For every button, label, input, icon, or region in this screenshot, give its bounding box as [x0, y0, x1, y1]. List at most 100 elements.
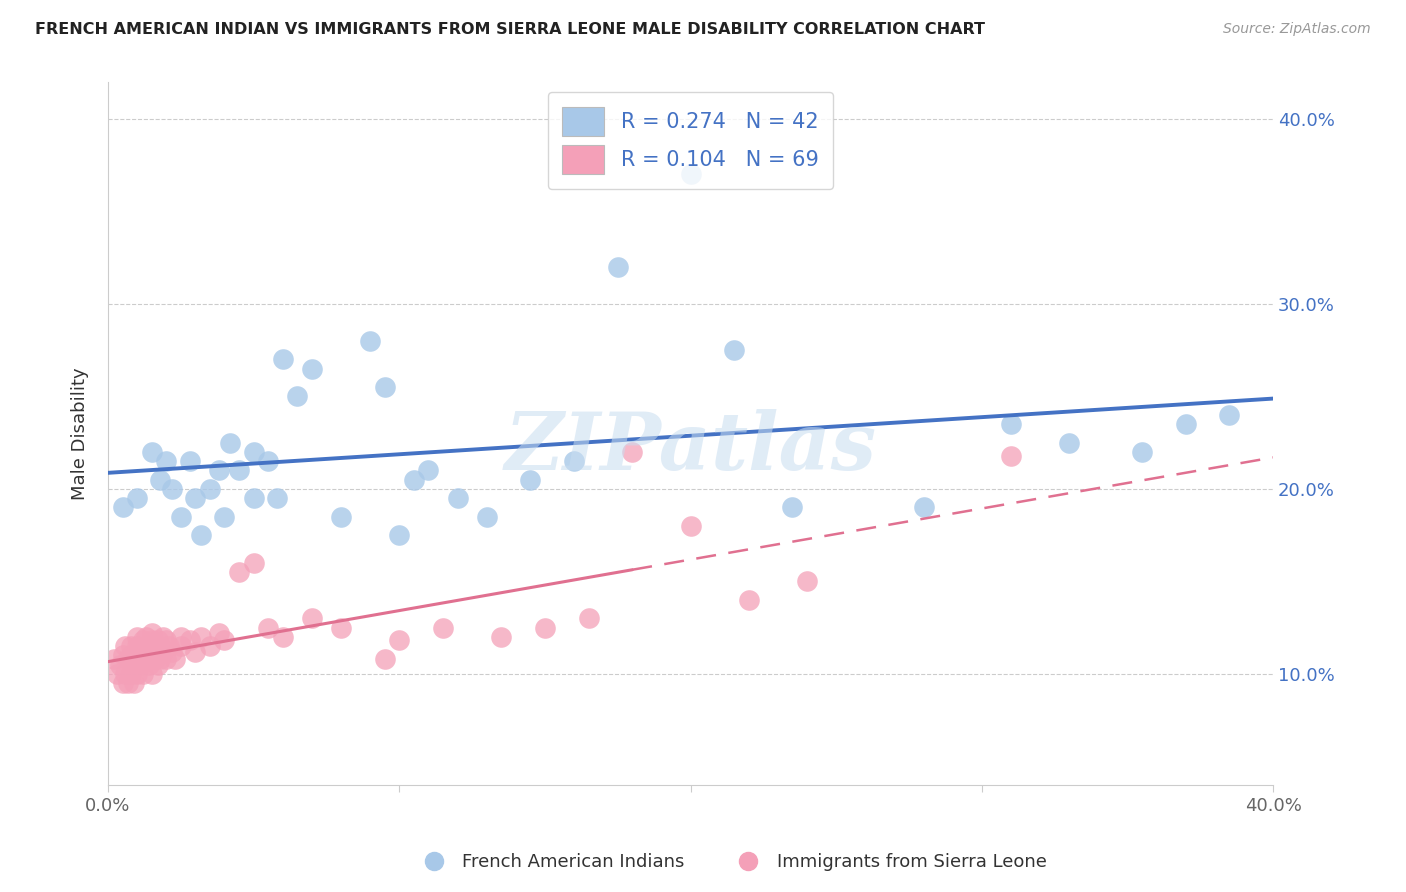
Point	[1174, 417, 1197, 431]
Point	[127, 630, 149, 644]
Point	[111, 648, 134, 663]
Point	[1057, 435, 1080, 450]
Point	[374, 652, 396, 666]
Point	[1000, 417, 1022, 431]
Point	[149, 473, 172, 487]
Text: FRENCH AMERICAN INDIAN VS IMMIGRANTS FROM SIERRA LEONE MALE DISABILITY CORRELATI: FRENCH AMERICAN INDIAN VS IMMIGRANTS FRO…	[35, 22, 986, 37]
Point	[796, 574, 818, 589]
Point	[271, 352, 294, 367]
Point	[432, 621, 454, 635]
Point	[117, 676, 139, 690]
Point	[117, 652, 139, 666]
Point	[359, 334, 381, 348]
Point	[141, 666, 163, 681]
Point	[135, 652, 157, 666]
Point	[402, 473, 425, 487]
Point	[679, 518, 702, 533]
Point	[163, 652, 186, 666]
Point	[120, 648, 142, 663]
Point	[257, 454, 280, 468]
Point	[1130, 445, 1153, 459]
Point	[122, 657, 145, 672]
Point	[152, 644, 174, 658]
Point	[149, 639, 172, 653]
Point	[160, 482, 183, 496]
Point	[301, 361, 323, 376]
Point	[170, 509, 193, 524]
Point	[132, 666, 155, 681]
Point	[219, 435, 242, 450]
Point	[330, 509, 353, 524]
Point	[301, 611, 323, 625]
Point	[266, 491, 288, 505]
Point	[228, 565, 250, 579]
Point	[132, 633, 155, 648]
Point	[129, 657, 152, 672]
Point	[122, 676, 145, 690]
Point	[214, 633, 236, 648]
Text: ZIPatlas: ZIPatlas	[505, 409, 876, 486]
Point	[208, 463, 231, 477]
Point	[242, 556, 264, 570]
Point	[135, 639, 157, 653]
Point	[330, 621, 353, 635]
Point	[184, 644, 207, 658]
Point	[146, 657, 169, 672]
Point	[578, 611, 600, 625]
Point	[141, 626, 163, 640]
Point	[388, 528, 411, 542]
Point	[475, 509, 498, 524]
Point	[738, 592, 761, 607]
Point	[129, 644, 152, 658]
Point	[170, 630, 193, 644]
Point	[1218, 408, 1240, 422]
Point	[111, 676, 134, 690]
Point	[141, 633, 163, 648]
Point	[257, 621, 280, 635]
Point	[103, 652, 125, 666]
Point	[152, 630, 174, 644]
Point	[228, 463, 250, 477]
Point	[388, 633, 411, 648]
Point	[155, 454, 177, 468]
Point	[285, 389, 308, 403]
Point	[120, 666, 142, 681]
Point	[170, 639, 193, 653]
Point	[127, 639, 149, 653]
Point	[143, 652, 166, 666]
Point	[149, 652, 172, 666]
Point	[114, 666, 136, 681]
Point	[138, 657, 160, 672]
Point	[534, 621, 557, 635]
Point	[606, 260, 628, 274]
Point	[135, 630, 157, 644]
Text: Source: ZipAtlas.com: Source: ZipAtlas.com	[1223, 22, 1371, 37]
Legend: French American Indians, Immigrants from Sierra Leone: French American Indians, Immigrants from…	[408, 847, 1054, 879]
Point	[105, 666, 128, 681]
Point	[146, 633, 169, 648]
Point	[127, 666, 149, 681]
Point	[160, 644, 183, 658]
Point	[418, 463, 440, 477]
Point	[120, 639, 142, 653]
Point	[271, 630, 294, 644]
Point	[214, 509, 236, 524]
Point	[141, 445, 163, 459]
Point	[679, 167, 702, 181]
Point	[141, 644, 163, 658]
Point	[208, 626, 231, 640]
Point	[562, 454, 585, 468]
Point	[1000, 449, 1022, 463]
Point	[127, 652, 149, 666]
Point	[114, 639, 136, 653]
Legend: R = 0.274   N = 42, R = 0.104   N = 69: R = 0.274 N = 42, R = 0.104 N = 69	[548, 92, 834, 189]
Point	[111, 500, 134, 515]
Point	[621, 445, 644, 459]
Point	[157, 639, 180, 653]
Point	[198, 482, 221, 496]
Point	[782, 500, 804, 515]
Point	[155, 652, 177, 666]
Point	[143, 639, 166, 653]
Point	[190, 630, 212, 644]
Point	[179, 633, 201, 648]
